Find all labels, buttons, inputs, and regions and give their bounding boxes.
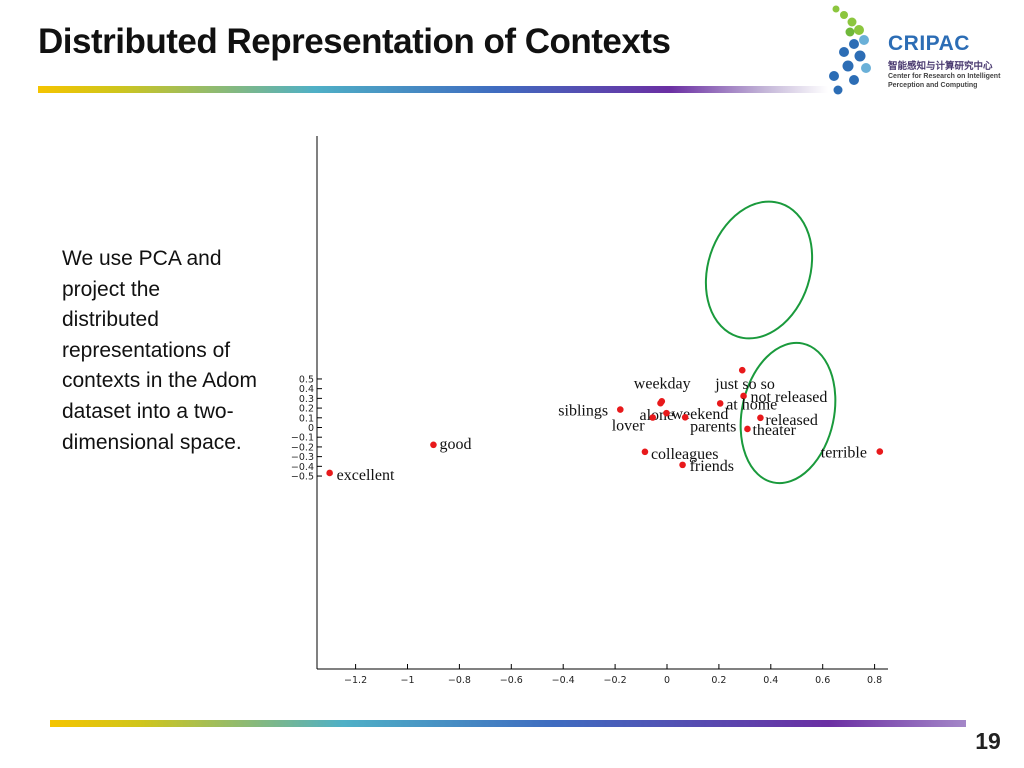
y-tick-label: 0.1 [299,413,314,424]
point-label-friends: friends [690,458,734,475]
point-siblings [616,406,624,413]
point-label-siblings: siblings [558,403,608,420]
x-tick-label: −0.2 [604,675,627,686]
y-tick-label: −0.5 [291,472,314,483]
point-lover [649,414,657,421]
point-released [757,414,764,422]
slide-description: We use PCA and project the distributed r… [62,247,257,454]
point-friends [679,461,686,469]
axes: −1.2 −1 −0.8 −0.6 −0.4 −0.2 0 0.2 0.4 0.6 0.8−0.5−… [291,136,888,686]
logo-chinese-name: 智能感知与计算研究中心 [888,61,993,72]
x-tick-label: −0.6 [500,675,523,686]
y-tick-label: 0.2 [299,404,314,415]
y-tick-label: −0.2 [291,442,314,453]
x-tick-label: 0.2 [711,675,726,686]
point-colleagues [641,448,649,456]
pca-scatter-plot: −1.2 −1 −0.8 −0.6 −0.4 −0.2 0 0.2 0.4 0.6 0.8−0.5−… [291,136,888,686]
x-tick-label: 0 [664,675,670,686]
point-label-theater: theater [752,422,796,439]
point-label-lover: lover [612,417,646,434]
y-tick-label: 0.4 [299,384,314,395]
point-label-not-released: not released [751,389,828,406]
x-tick-label: −1 [400,675,414,686]
y-tick-label: −0.1 [291,433,314,444]
point-label-terrible: terrible [821,445,867,462]
x-tick-label: −0.8 [448,675,471,686]
point-label-weekday: weekday [634,375,691,392]
footer-divider-bar [50,720,966,727]
logo-english-line-1: Center for Research on Intelligent [888,73,1001,80]
highlight-ellipse-upper [704,200,814,340]
point-terrible [876,448,884,455]
highlight-ellipses [704,200,837,485]
y-tick-label: 0.3 [299,394,314,405]
point-alone [657,399,664,407]
x-tick-label: 0.4 [763,675,778,686]
point-at-home [716,400,724,407]
y-tick-label: 0.5 [299,374,314,385]
point-parents [681,414,689,421]
cripac-logo: CRIPAC 智能感知与计算研究中心 Center for Research o… [826,4,1022,104]
point-just-so-so [738,366,746,374]
y-tick-label: 0 [308,423,314,434]
point-excellent [326,469,333,477]
x-tick-label: −1.2 [344,675,367,686]
point-label-colleagues: colleagues [651,446,719,463]
point-weekend [663,409,670,417]
logo-name: CRIPAC [888,32,970,55]
point-label-good: good [439,436,471,453]
title-divider-bar [38,86,828,93]
highlight-ellipse-lower [739,341,837,485]
point-label-excellent: excellent [337,467,395,484]
cripac-logo-icon [829,5,871,95]
point-theater [744,425,751,433]
y-tick-label: −0.4 [291,462,314,473]
y-tick-label: −0.3 [291,452,314,463]
slide-title: Distributed Representation of Contexts [38,22,671,61]
x-tick-label: −0.4 [552,675,575,686]
point-label-at-home: at home [726,396,777,413]
point-good [430,441,437,449]
page-number: 19 [975,728,1001,754]
x-tick-label: 0.8 [867,675,882,686]
logo-english-line-2: Perception and Computing [888,82,978,89]
point-label-alone: alone [640,407,675,424]
point-label-released: released [765,412,817,429]
point-label-just-so-so: just so so [714,376,775,393]
point-label-parents: parents [690,418,736,435]
point-not-released [740,392,747,400]
x-tick-label: 0.6 [815,675,830,686]
